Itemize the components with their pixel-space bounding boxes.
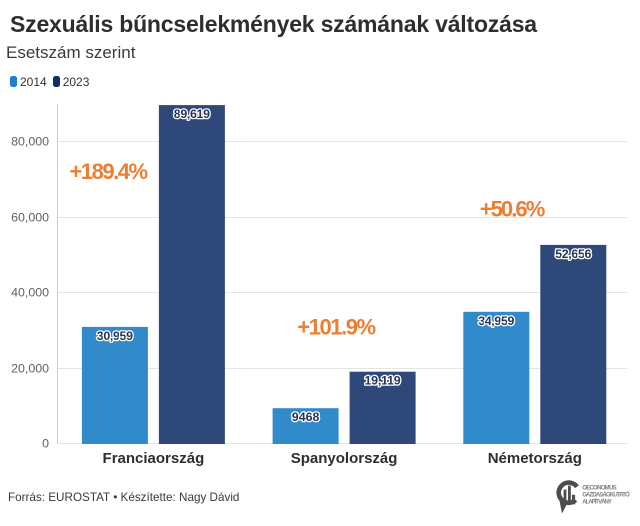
svg-text:19,119: 19,119: [365, 374, 401, 388]
svg-text:OECONOMUS: OECONOMUS: [582, 485, 616, 491]
svg-text:40,000: 40,000: [11, 286, 49, 300]
svg-text:0: 0: [42, 437, 49, 451]
svg-text:GAZDASÁGKUTATÓ: GAZDASÁGKUTATÓ: [582, 490, 630, 498]
svg-text:+189.4%: +189.4%: [70, 159, 149, 184]
svg-text:52,656: 52,656: [555, 247, 591, 261]
svg-text:ALAPÍTVÁNY: ALAPÍTVÁNY: [582, 497, 612, 505]
svg-text:60,000: 60,000: [11, 211, 49, 225]
svg-text:+50.6%: +50.6%: [480, 196, 546, 221]
svg-text:Németország: Németország: [488, 450, 582, 467]
svg-text:20,000: 20,000: [11, 362, 49, 376]
svg-text:Franciaország: Franciaország: [103, 450, 205, 467]
svg-text:80,000: 80,000: [11, 135, 49, 149]
svg-text:30,959: 30,959: [97, 329, 133, 343]
svg-text:+101.9%: +101.9%: [297, 315, 376, 340]
svg-text:34,959: 34,959: [478, 314, 514, 328]
svg-text:89,619: 89,619: [174, 107, 210, 121]
svg-text:9468: 9468: [292, 410, 320, 424]
svg-text:Spanyolország: Spanyolország: [291, 450, 398, 467]
